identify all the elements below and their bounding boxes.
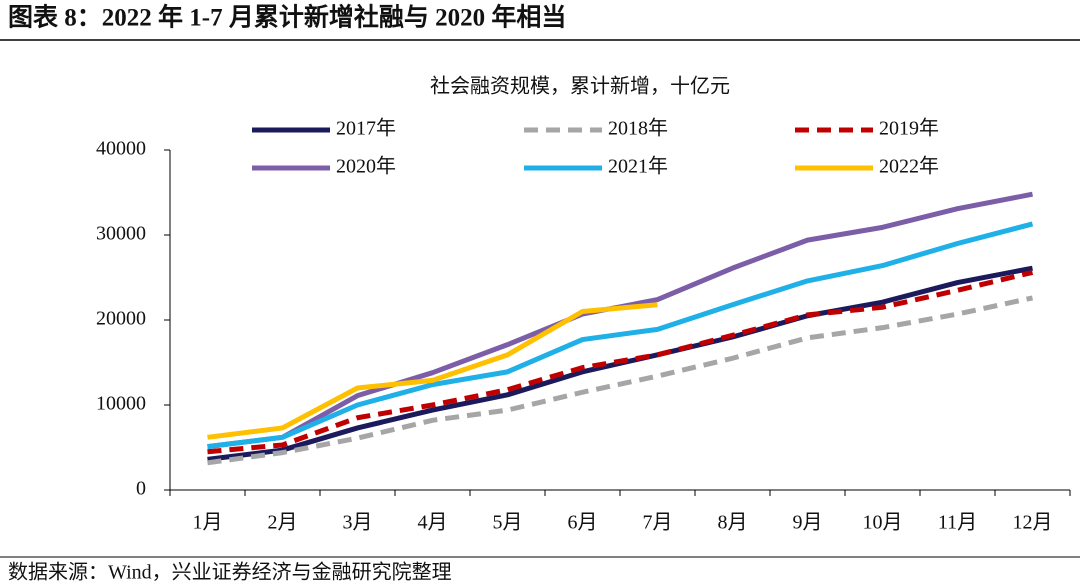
y-tick-label: 10000 xyxy=(96,393,146,415)
legend-label: 2018年 xyxy=(608,117,668,140)
x-tick-label: 10月 xyxy=(863,512,903,534)
series-line xyxy=(207,221,1034,450)
x-tick-label: 7月 xyxy=(643,512,673,534)
x-tick-label: 5月 xyxy=(493,512,523,534)
x-tick-label: 12月 xyxy=(1013,512,1053,534)
series-line xyxy=(207,269,1034,455)
x-tick-label: 1月 xyxy=(193,512,223,534)
x-tick-label: 11月 xyxy=(938,512,977,534)
y-tick-label: 20000 xyxy=(96,308,146,330)
legend-label: 2019年 xyxy=(879,117,939,140)
legend-label: 2020年 xyxy=(336,155,396,178)
series-line xyxy=(207,295,1034,466)
x-tick-label: 4月 xyxy=(418,512,448,534)
source: 数据来源：Wind，兴业证券经济与金融研究院整理 xyxy=(8,561,452,584)
y-tick-label: 30000 xyxy=(96,223,146,245)
legend-label: 2021年 xyxy=(608,155,668,178)
page-title: 图表 8：2022 年 1-7 月累计新增社融与 2020 年相当 xyxy=(8,3,566,32)
series-line xyxy=(207,302,658,440)
x-tick-label: 6月 xyxy=(568,512,598,534)
x-tick-label: 2月 xyxy=(268,512,298,534)
x-tick-label: 9月 xyxy=(793,512,823,534)
x-tick-label: 3月 xyxy=(343,512,373,534)
legend-label: 2022年 xyxy=(879,155,939,178)
series-line xyxy=(207,265,1033,462)
chart-title: 社会融资规模，累计新增，十亿元 xyxy=(430,75,730,98)
legend-label: 2017年 xyxy=(336,117,396,140)
y-tick-label: 40000 xyxy=(96,138,146,160)
y-tick-label: 0 xyxy=(136,478,146,500)
x-tick-label: 8月 xyxy=(718,512,748,534)
